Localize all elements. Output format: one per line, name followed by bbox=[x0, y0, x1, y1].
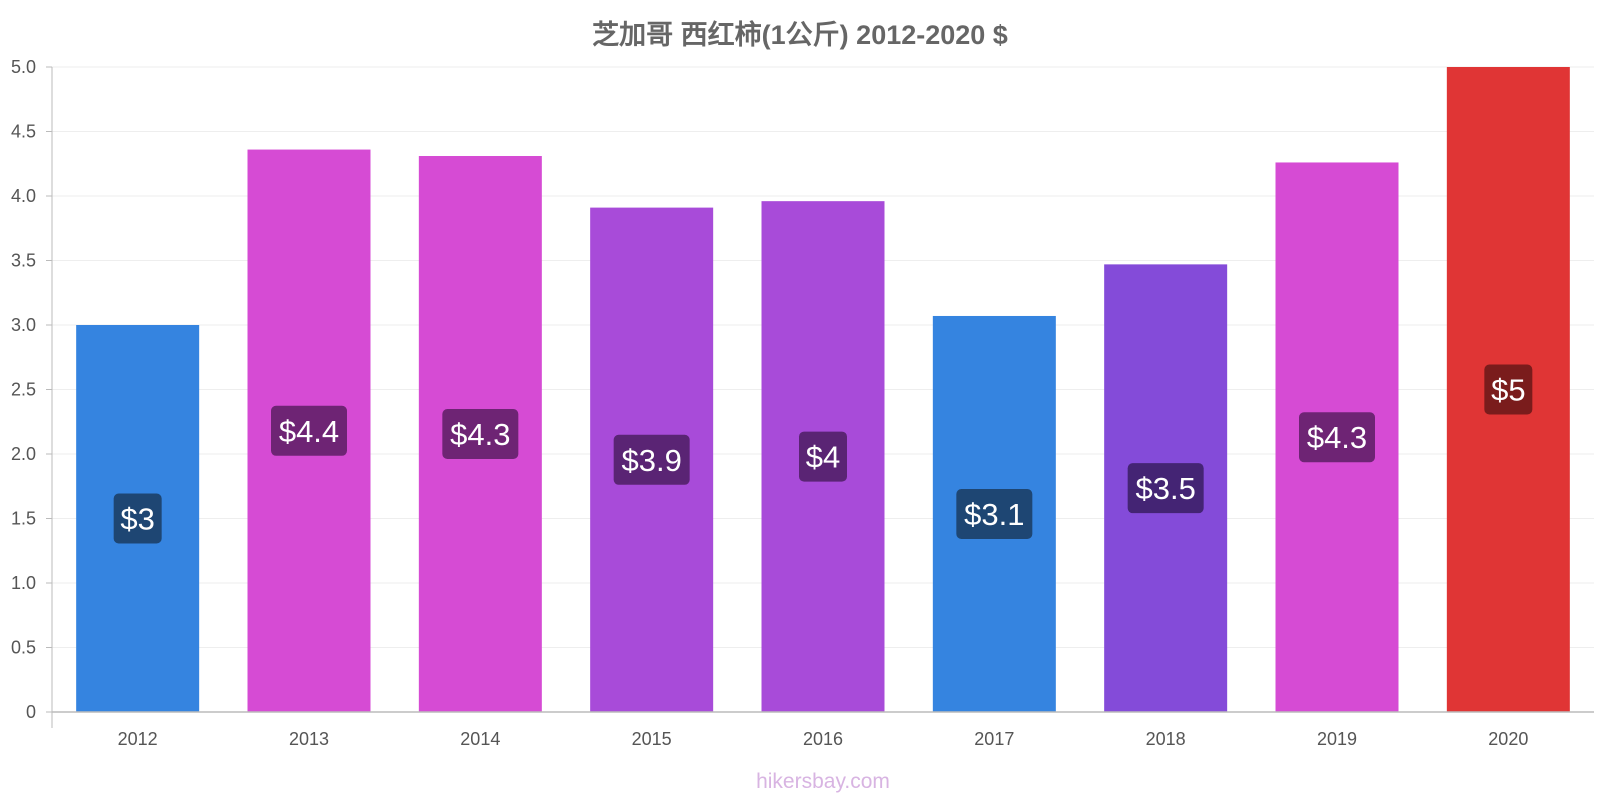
x-tick-label: 2016 bbox=[803, 729, 843, 749]
x-tick-label: 2013 bbox=[289, 729, 329, 749]
x-tick-label: 2018 bbox=[1146, 729, 1186, 749]
y-tick-label: 4.0 bbox=[11, 186, 36, 206]
y-tick-label: 3.5 bbox=[11, 251, 36, 271]
y-tick-label: 0.5 bbox=[11, 638, 36, 658]
x-tick-label: 2017 bbox=[974, 729, 1014, 749]
data-label-box bbox=[113, 493, 162, 544]
data-label-box bbox=[1299, 412, 1375, 463]
data-label: $3.9 bbox=[621, 443, 681, 478]
y-tick-label: 1.5 bbox=[11, 509, 36, 529]
x-tick-label: 2015 bbox=[632, 729, 672, 749]
y-tick-label: 3.0 bbox=[11, 315, 36, 335]
x-tick-label: 2020 bbox=[1488, 729, 1528, 749]
data-label-box bbox=[1127, 463, 1204, 514]
data-label-box bbox=[1484, 364, 1533, 415]
data-label: $3 bbox=[120, 502, 154, 537]
y-tick-label: 2.5 bbox=[11, 380, 36, 400]
data-label: $5 bbox=[1491, 373, 1525, 408]
y-tick-label: 2.0 bbox=[11, 444, 36, 464]
y-tick-label: 0 bbox=[26, 702, 36, 722]
data-label: $3.1 bbox=[964, 497, 1024, 532]
x-tick-label: 2014 bbox=[460, 729, 500, 749]
chart-title: 芝加哥 西红柿(1公斤) 2012-2020 $ bbox=[592, 19, 1008, 50]
x-axis: 2012 2013 2014 2015 2016 2017 2018 2019 2020 bbox=[52, 711, 1594, 749]
bars: $3 $4.4 $4.3 $3.9 $4 $3.1 $3.5 $4.3 $5 bbox=[76, 67, 1570, 713]
y-axis: 0 0.5 1.0 1.5 2.0 2.5 3.0 3.5 4.0 4.5 5.0 bbox=[11, 57, 53, 728]
watermark: hikersbay.com bbox=[756, 770, 890, 793]
data-label-box bbox=[956, 488, 1033, 539]
data-label-box bbox=[799, 431, 847, 482]
x-tick-label: 2012 bbox=[118, 729, 158, 749]
data-label-box bbox=[613, 434, 690, 485]
y-tick-label: 4.5 bbox=[11, 122, 36, 142]
data-label: $4.3 bbox=[450, 417, 510, 452]
data-label-box bbox=[271, 405, 347, 456]
data-label: $4.4 bbox=[279, 414, 339, 449]
y-tick-label: 5.0 bbox=[11, 57, 36, 77]
x-tick-label: 2019 bbox=[1317, 729, 1357, 749]
data-label: $4 bbox=[806, 440, 840, 475]
data-label: $4.3 bbox=[1307, 420, 1367, 455]
y-tick-label: 1.0 bbox=[11, 573, 36, 593]
data-label-box bbox=[442, 409, 519, 460]
data-label: $3.5 bbox=[1135, 471, 1195, 506]
